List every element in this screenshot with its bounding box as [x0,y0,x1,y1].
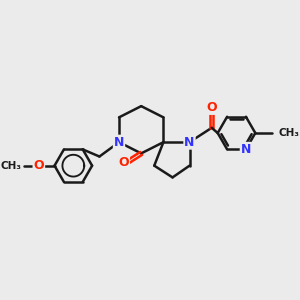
Text: O: O [118,156,129,169]
Text: N: N [184,136,195,149]
Text: CH₃: CH₃ [1,161,22,171]
Text: N: N [114,136,124,149]
Text: CH₃: CH₃ [278,128,299,138]
Text: O: O [206,101,217,114]
Text: N: N [241,143,251,156]
Text: O: O [34,159,44,172]
